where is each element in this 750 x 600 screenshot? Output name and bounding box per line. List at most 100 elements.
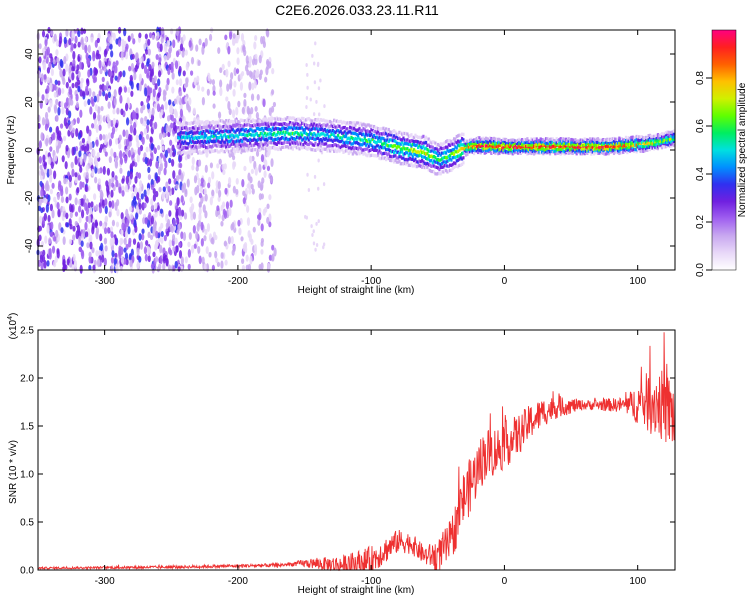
spectrogram-signal-cell: [403, 131, 406, 136]
spectrogram-signal-cell: [442, 151, 445, 155]
y-tick-label: 2.0: [20, 374, 34, 385]
spectrogram-speckle: [268, 107, 272, 116]
spectrogram-signal-cell: [339, 139, 342, 144]
spectrogram-signal-cell: [491, 142, 494, 146]
spectrogram-signal-cell: [527, 151, 530, 155]
spectrogram-signal-cell: [333, 138, 336, 142]
spectrogram-speckle: [131, 160, 135, 167]
spectrogram-speckle: [125, 218, 130, 228]
spectrogram-speckle: [100, 242, 104, 252]
spectrogram-speckle: [68, 110, 72, 119]
spectrogram-signal-cell: [274, 133, 277, 137]
spectrogram-signal-cell: [347, 141, 350, 145]
spectrogram-signal-cell: [598, 145, 601, 150]
spectrogram-signal-cell: [258, 148, 261, 153]
spectrogram-speckle: [149, 234, 154, 241]
spectrogram-signal-cell: [309, 128, 312, 132]
spectrogram-signal-cell: [342, 150, 345, 154]
spectrogram-speckle: [109, 70, 113, 77]
spectrogram-signal-cell: [611, 148, 614, 152]
spectrogram-signal-cell: [426, 157, 429, 161]
spectrogram-speckle: [84, 88, 88, 96]
spectrogram-signal-cell: [269, 127, 272, 131]
spectrogram-speckle: [235, 33, 239, 39]
spectrogram-signal-cell: [281, 118, 284, 122]
spectrogram-signal-cell: [448, 163, 452, 167]
spectrogram-signal-cell: [579, 141, 582, 146]
spectrogram-speckle: [197, 245, 201, 254]
spectrogram-speckle: [85, 231, 89, 238]
spectrogram-speckle: [94, 219, 98, 229]
spectrogram-signal-cell: [519, 145, 522, 149]
spectrogram-signal-cell: [603, 138, 606, 142]
spectrogram-signal-cell: [559, 150, 562, 154]
spectrogram-signal-cell: [570, 151, 573, 155]
spectrogram-signal-cell: [439, 158, 442, 162]
spectrogram-speckle: [110, 231, 114, 239]
spectrogram-signal-cell: [598, 140, 601, 144]
spectrogram-signal-cell: [562, 145, 565, 149]
spectrogram-signal-cell: [422, 144, 425, 149]
spectrogram-speckle: [85, 206, 90, 216]
spectrogram-signal-cell: [393, 150, 396, 155]
spectrogram-signal-cell: [370, 148, 373, 152]
spectrogram-signal-cell: [207, 149, 210, 153]
spectrogram-speckle: [222, 169, 226, 176]
spectrogram-signal-cell: [599, 145, 602, 150]
spectrogram-signal-cell: [652, 136, 656, 140]
spectrogram-signal-cell: [314, 141, 317, 145]
spectrogram-signal-cell: [652, 134, 656, 138]
spectrogram-signal-cell: [534, 151, 537, 155]
spectrogram-signal-cell: [225, 148, 228, 152]
spectrogram-signal-cell: [214, 129, 217, 133]
spectrogram-signal-cell: [574, 140, 577, 144]
spectrogram-signal-cell: [664, 131, 668, 135]
spectrogram-signal-cell: [205, 129, 208, 133]
spectrogram-signal-cell: [431, 155, 434, 159]
spectrogram-signal-cell: [237, 139, 240, 143]
spectrogram-signal-cell: [242, 132, 245, 136]
spectrogram-speckle: [40, 168, 44, 176]
spectrogram-speckle: [171, 144, 175, 152]
spectrogram-signal-cell: [448, 157, 452, 161]
spectrogram-signal-cell: [494, 146, 497, 150]
spectrogram-signal-cell: [528, 139, 532, 143]
spectrogram-speckle: [245, 264, 249, 271]
spectrogram-signal-cell: [551, 137, 554, 141]
spectrogram-signal-cell: [365, 129, 368, 134]
spectrogram-signal-cell: [242, 143, 245, 147]
spectrogram-signal-cell: [351, 152, 354, 156]
spectrogram-signal-cell: [330, 123, 333, 127]
spectrogram-signal-cell: [460, 157, 464, 161]
spectrogram-signal-cell: [491, 138, 494, 142]
spectrogram-signal-cell: [373, 139, 376, 144]
spectrogram-signal-cell: [548, 150, 552, 154]
spectrogram-signal-cell: [390, 144, 393, 148]
spectrogram-signal-cell: [401, 161, 404, 166]
x-tick-label: 0: [502, 576, 508, 587]
spectrogram-speckle: [99, 133, 103, 141]
spectrogram-signal-cell: [365, 132, 368, 136]
spectrogram-signal-cell: [614, 147, 617, 151]
spectrogram-signal-cell: [462, 161, 465, 165]
spectrogram-signal-cell: [334, 142, 337, 147]
spectrogram-speckle: [224, 34, 228, 41]
spectrogram-speckle: [44, 111, 49, 120]
spectrogram-speckle: [87, 214, 92, 224]
spectrogram-signal-cell: [604, 147, 608, 152]
spectrogram-signal-cell: [234, 140, 237, 144]
spectrogram-signal-cell: [334, 148, 337, 152]
spectrogram-signal-cell: [423, 165, 426, 170]
spectrogram-signal-cell: [432, 159, 436, 163]
spectrogram-speckle: [208, 251, 212, 258]
spectrogram-speckle: [216, 261, 221, 268]
spectrogram-signal-cell: [413, 148, 416, 152]
spectrogram-speckle: [93, 259, 97, 267]
spectrogram-signal-cell: [484, 149, 488, 153]
spectrogram-signal-cell: [409, 163, 412, 167]
spectrogram-signal-cell: [534, 146, 537, 151]
spectrogram-signal-cell: [369, 124, 372, 128]
spectrogram-speckle: [60, 101, 64, 108]
spectrogram-signal-cell: [206, 148, 209, 152]
spectrogram-signal-cell: [393, 134, 396, 138]
